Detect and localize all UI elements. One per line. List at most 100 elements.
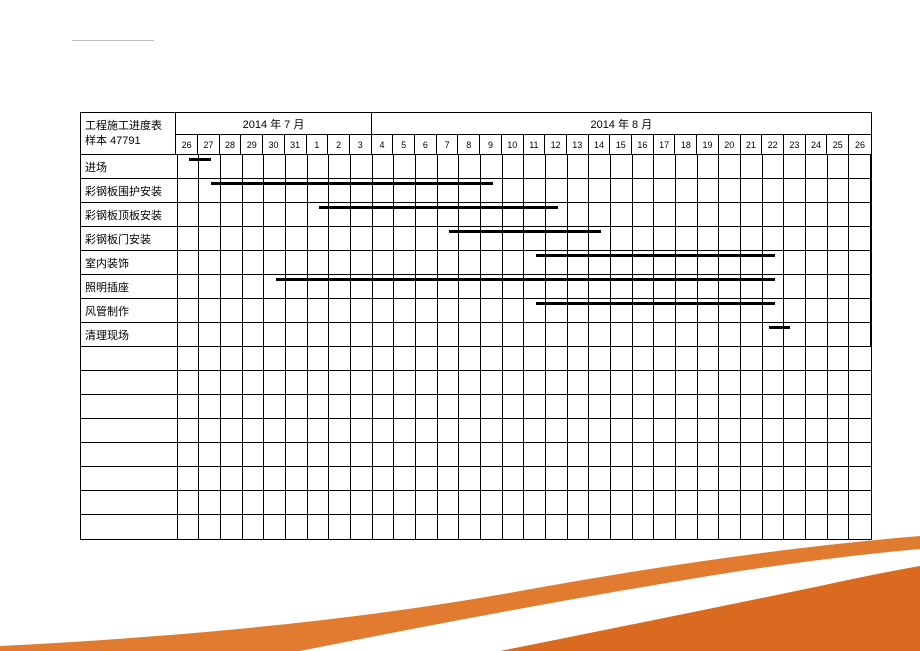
grid-cell <box>806 179 828 202</box>
grid-cell <box>394 395 416 418</box>
day-header-cell: 8 <box>458 135 480 154</box>
grid-cell <box>503 179 525 202</box>
grid-cell <box>243 491 265 514</box>
grid-cell <box>416 419 438 442</box>
grid-cell <box>719 347 741 370</box>
day-header-cell: 21 <box>741 135 763 154</box>
grid-cell <box>611 443 633 466</box>
grid-cell <box>351 443 373 466</box>
grid-cell <box>806 227 828 250</box>
grid-cell <box>286 299 308 322</box>
day-header-cell: 7 <box>437 135 459 154</box>
gantt-empty-row <box>81 515 871 539</box>
grid-cell <box>763 491 785 514</box>
grid-cell <box>698 371 720 394</box>
grid-cell <box>849 491 871 514</box>
grid-cell <box>438 371 460 394</box>
grid-cell <box>719 179 741 202</box>
grid-cell <box>243 275 265 298</box>
grid-cell <box>589 371 611 394</box>
day-header-cell: 12 <box>545 135 567 154</box>
grid-cell <box>394 371 416 394</box>
grid-cell <box>264 371 286 394</box>
grid-cell <box>524 155 546 178</box>
grid-cell <box>763 443 785 466</box>
grid-cell <box>351 227 373 250</box>
task-label <box>81 371 178 394</box>
grid-cell <box>264 227 286 250</box>
grid-cell <box>849 419 871 442</box>
grid-cell <box>849 251 871 274</box>
grid-cell <box>654 155 676 178</box>
month-header-cell: 2014 年 7 月 <box>176 113 371 134</box>
grid-cell <box>243 347 265 370</box>
grid-cell <box>243 323 265 346</box>
grid-cell <box>503 443 525 466</box>
grid-cell <box>546 443 568 466</box>
grid-cell <box>286 155 308 178</box>
grid-cell <box>589 155 611 178</box>
grid-cell <box>373 323 395 346</box>
grid-cell <box>459 299 481 322</box>
grid-cell <box>741 419 763 442</box>
grid-cell <box>416 323 438 346</box>
grid-cell <box>329 251 351 274</box>
grid-cell <box>394 467 416 490</box>
grid-cell <box>611 419 633 442</box>
grid-cell <box>243 227 265 250</box>
grid-cell <box>806 155 828 178</box>
grid-cell <box>416 155 438 178</box>
grid-cell <box>806 203 828 226</box>
grid-cell <box>568 491 590 514</box>
grid-cell <box>351 491 373 514</box>
grid-cell <box>784 515 806 539</box>
grid-cell <box>676 419 698 442</box>
grid-cell <box>611 395 633 418</box>
day-header-cell: 26 <box>176 135 198 154</box>
grid-cell <box>719 443 741 466</box>
grid-cell <box>264 491 286 514</box>
grid-cell <box>698 155 720 178</box>
grid-cell <box>351 155 373 178</box>
day-header-cell: 22 <box>762 135 784 154</box>
grid-cell <box>741 347 763 370</box>
grid-cell <box>503 347 525 370</box>
grid-cell <box>264 203 286 226</box>
gantt-bar <box>449 230 601 233</box>
grid-cell <box>611 371 633 394</box>
grid-cell <box>308 227 330 250</box>
grid-cell <box>849 203 871 226</box>
grid-cell <box>308 515 330 539</box>
grid-cell <box>351 419 373 442</box>
grid-cell <box>373 299 395 322</box>
grid-cell <box>654 347 676 370</box>
grid-cell <box>481 347 503 370</box>
grid-cell <box>308 251 330 274</box>
grid-cell <box>611 227 633 250</box>
grid-cell <box>546 395 568 418</box>
grid-cell <box>199 323 221 346</box>
grid-cell <box>373 419 395 442</box>
grid-cell <box>416 299 438 322</box>
grid-cell <box>329 299 351 322</box>
grid-cell <box>438 491 460 514</box>
grid-cell <box>719 491 741 514</box>
grid-cell <box>199 515 221 539</box>
grid-cell <box>828 299 850 322</box>
grid-cell <box>698 323 720 346</box>
grid-cell <box>828 419 850 442</box>
grid-cell <box>373 155 395 178</box>
grid-cell <box>503 467 525 490</box>
grid-cell <box>243 515 265 539</box>
grid-cell <box>828 467 850 490</box>
grid-cell <box>546 155 568 178</box>
grid-cell <box>351 347 373 370</box>
grid-cell <box>286 347 308 370</box>
grid-cell <box>243 155 265 178</box>
grid-cell <box>416 395 438 418</box>
grid-cell <box>286 227 308 250</box>
gantt-bar <box>536 302 775 305</box>
grid-cell <box>394 515 416 539</box>
grid-cell <box>741 203 763 226</box>
task-label: 彩钢板顶板安装 <box>81 203 178 226</box>
